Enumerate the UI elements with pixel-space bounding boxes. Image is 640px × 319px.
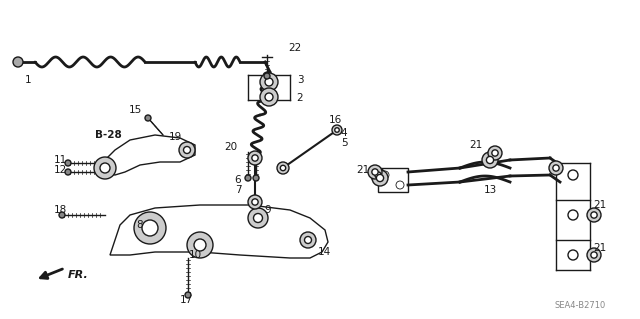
Circle shape <box>265 78 273 86</box>
Circle shape <box>252 155 258 161</box>
Text: 1: 1 <box>25 75 31 85</box>
Text: 6: 6 <box>235 175 241 185</box>
Text: SEA4-B2710: SEA4-B2710 <box>554 300 605 309</box>
Text: 10: 10 <box>188 250 202 260</box>
Text: 21: 21 <box>593 200 607 210</box>
Text: 21: 21 <box>469 140 483 150</box>
Circle shape <box>335 128 339 132</box>
Circle shape <box>142 220 158 236</box>
Text: 3: 3 <box>297 75 303 85</box>
Circle shape <box>549 161 563 175</box>
Text: 2: 2 <box>297 93 303 103</box>
Circle shape <box>371 168 385 182</box>
Circle shape <box>553 165 559 171</box>
Text: 5: 5 <box>340 138 348 148</box>
Circle shape <box>300 232 316 248</box>
Text: 15: 15 <box>129 105 141 115</box>
Text: B-28: B-28 <box>95 130 122 140</box>
Circle shape <box>482 152 498 168</box>
Circle shape <box>280 165 285 171</box>
Circle shape <box>245 175 251 181</box>
Circle shape <box>486 156 493 164</box>
Text: 14: 14 <box>317 247 331 257</box>
Circle shape <box>248 195 262 209</box>
Circle shape <box>248 151 262 165</box>
Circle shape <box>100 163 110 173</box>
Circle shape <box>187 232 213 258</box>
Text: 21: 21 <box>593 243 607 253</box>
Text: 13: 13 <box>483 185 497 195</box>
Text: 11: 11 <box>53 155 67 165</box>
Circle shape <box>488 146 502 160</box>
Text: 7: 7 <box>235 185 241 195</box>
Circle shape <box>260 88 278 106</box>
Circle shape <box>591 252 597 258</box>
Circle shape <box>248 208 268 228</box>
Circle shape <box>253 213 262 222</box>
Text: 8: 8 <box>137 220 143 230</box>
Text: 19: 19 <box>168 132 182 142</box>
Circle shape <box>305 236 312 243</box>
Circle shape <box>253 175 259 181</box>
Circle shape <box>591 212 597 218</box>
Circle shape <box>332 125 342 135</box>
Circle shape <box>587 248 601 262</box>
Text: 4: 4 <box>340 128 348 138</box>
Circle shape <box>65 169 71 175</box>
Text: 18: 18 <box>53 205 67 215</box>
Circle shape <box>252 199 258 205</box>
Circle shape <box>59 212 65 218</box>
Text: 20: 20 <box>225 142 237 152</box>
Circle shape <box>492 150 498 156</box>
Circle shape <box>265 93 273 101</box>
Circle shape <box>587 208 601 222</box>
Circle shape <box>375 172 381 178</box>
Circle shape <box>376 174 383 182</box>
Circle shape <box>13 57 23 67</box>
Text: 17: 17 <box>179 295 193 305</box>
Circle shape <box>185 292 191 298</box>
Circle shape <box>260 73 278 91</box>
Circle shape <box>372 169 378 175</box>
Text: 16: 16 <box>328 115 342 125</box>
Circle shape <box>372 170 388 186</box>
Text: 9: 9 <box>265 205 271 215</box>
Circle shape <box>179 142 195 158</box>
Circle shape <box>194 239 206 251</box>
Circle shape <box>184 146 191 153</box>
Text: FR.: FR. <box>68 270 89 280</box>
Text: 21: 21 <box>356 165 370 175</box>
Circle shape <box>277 162 289 174</box>
Circle shape <box>94 157 116 179</box>
Text: 12: 12 <box>53 165 67 175</box>
Text: 22: 22 <box>289 43 301 53</box>
Circle shape <box>65 160 71 166</box>
Circle shape <box>134 212 166 244</box>
Circle shape <box>264 73 270 79</box>
Circle shape <box>368 165 382 179</box>
Circle shape <box>145 115 151 121</box>
